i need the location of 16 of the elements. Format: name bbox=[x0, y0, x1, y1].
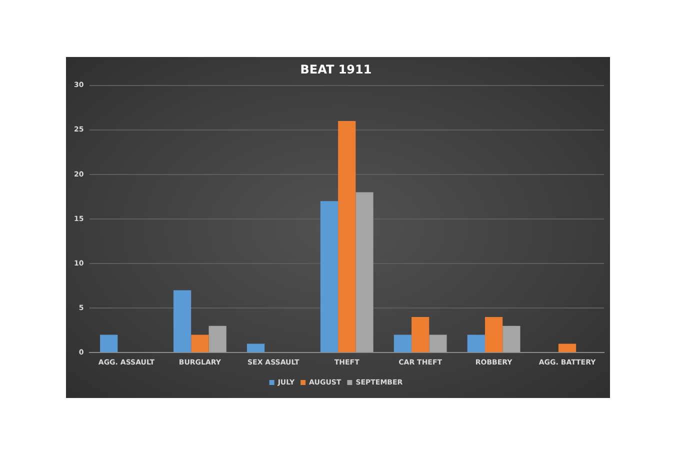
bar bbox=[412, 316, 430, 352]
bar bbox=[338, 121, 356, 352]
bar bbox=[320, 201, 338, 352]
chart-title: BEAT 1911 bbox=[300, 62, 372, 76]
bar bbox=[467, 334, 485, 352]
bar bbox=[246, 344, 265, 352]
bar bbox=[502, 326, 520, 352]
bar bbox=[191, 334, 209, 352]
bar bbox=[484, 316, 503, 352]
bar bbox=[208, 326, 226, 352]
bar bbox=[429, 334, 447, 352]
bar bbox=[394, 334, 412, 352]
bar bbox=[356, 192, 374, 352]
bar bbox=[558, 344, 576, 352]
bar bbox=[100, 334, 118, 352]
bar bbox=[173, 290, 192, 352]
